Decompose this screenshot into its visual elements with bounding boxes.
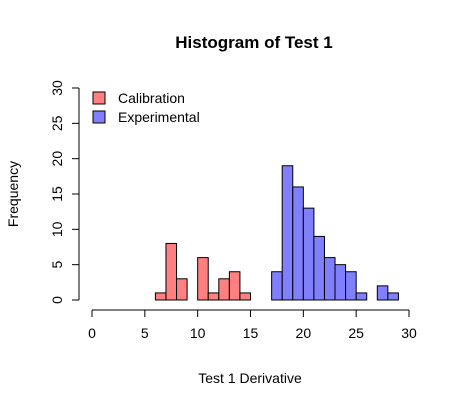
experimental-bar-7 bbox=[345, 271, 357, 301]
x-tick-label-0: 0 bbox=[88, 325, 96, 341]
calibration-bar-3 bbox=[197, 257, 209, 301]
experimental-bar-5 bbox=[323, 257, 336, 301]
x-tick-label-30: 30 bbox=[401, 325, 417, 341]
x-axis: 0 5 10 15 20 25 30 bbox=[88, 309, 417, 341]
y-tick-label-30: 30 bbox=[49, 80, 65, 96]
calibration-bar-7 bbox=[239, 292, 252, 301]
calibration-bar-1 bbox=[165, 242, 178, 301]
experimental-bar-3 bbox=[302, 207, 315, 301]
calibration-bar-2 bbox=[176, 278, 188, 301]
legend-swatch-calibration bbox=[92, 91, 106, 105]
experimental-bar-1 bbox=[281, 165, 294, 301]
experimental-bar-8 bbox=[355, 292, 368, 301]
y-tick-label-10: 10 bbox=[49, 221, 65, 237]
y-tick-label-5: 5 bbox=[49, 261, 65, 269]
experimental-bar-0 bbox=[271, 271, 283, 301]
y-tick-label-15: 15 bbox=[49, 186, 65, 202]
calibration-bar-5 bbox=[218, 278, 230, 301]
y-tick-label-20: 20 bbox=[49, 151, 65, 167]
x-tick-label-15: 15 bbox=[243, 325, 259, 341]
calibration-bar-4 bbox=[207, 292, 220, 301]
legend-label-calibration: Calibration bbox=[118, 90, 185, 106]
experimental-bar-9 bbox=[376, 285, 389, 301]
legend-label-experimental: Experimental bbox=[118, 109, 200, 125]
x-tick-label-10: 10 bbox=[190, 325, 206, 341]
x-axis-label: Test 1 Derivative bbox=[198, 370, 302, 386]
y-axis: 0 5 10 15 20 25 30 bbox=[49, 80, 80, 304]
calibration-bar-0 bbox=[154, 292, 167, 301]
experimental-bar-2 bbox=[292, 186, 304, 301]
chart-title: Histogram of Test 1 bbox=[175, 33, 332, 52]
experimental-bar-4 bbox=[313, 235, 325, 301]
legend: Calibration Experimental bbox=[92, 90, 200, 125]
experimental-bar-6 bbox=[334, 264, 347, 301]
bars-layer bbox=[154, 165, 399, 301]
legend-swatch-experimental bbox=[92, 110, 106, 124]
x-tick-label-20: 20 bbox=[296, 325, 312, 341]
y-tick-label-25: 25 bbox=[49, 115, 65, 131]
x-tick-label-25: 25 bbox=[348, 325, 364, 341]
y-axis-label: Frequency bbox=[5, 161, 21, 227]
experimental-bar-10 bbox=[387, 292, 399, 301]
y-tick-label-0: 0 bbox=[49, 296, 65, 304]
calibration-bar-6 bbox=[228, 271, 241, 301]
x-tick-label-5: 5 bbox=[141, 325, 149, 341]
